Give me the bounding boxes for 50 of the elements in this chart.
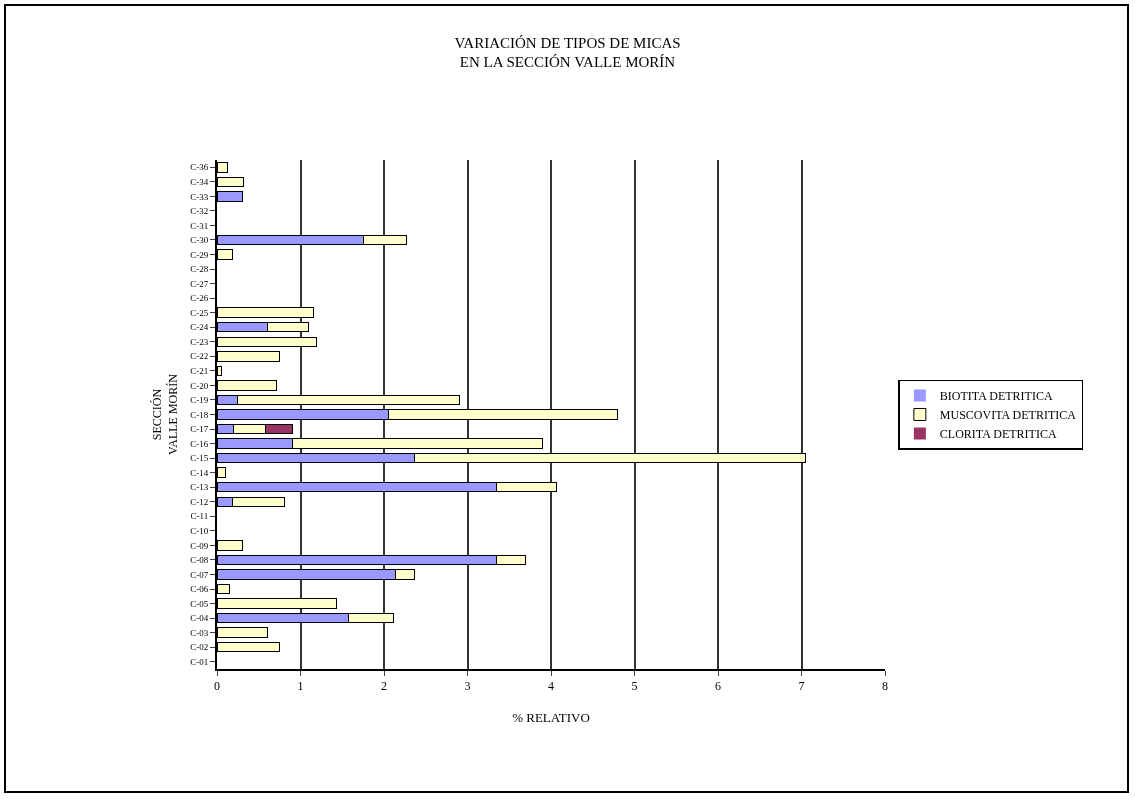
x-tick-label: 4 [548,679,554,694]
x-tick-label: 2 [381,679,387,694]
y-axis-title: SECCIÓN VALLE MORÍN [150,373,180,455]
y-tick-label: C-17 [190,424,209,435]
y-tick-label: C-05 [190,598,209,609]
y-tick-label: C-15 [190,453,209,464]
y-tick-label: C-28 [190,264,209,275]
y-tick-label: C-16 [190,438,209,449]
y-tick-label: C-12 [190,496,209,507]
y-tick-label: C-10 [190,525,209,536]
y-tick-label: C-09 [190,540,209,551]
legend-label: CLORITA DETRITICA [939,427,1057,442]
y-tick-label: C-26 [190,293,209,304]
y-tick-label: C-01 [190,656,209,667]
x-tick-label: 8 [882,679,888,694]
y-tick-label: C-19 [190,395,209,406]
x-tick-label: 7 [798,679,805,694]
y-tick-label: C-21 [190,366,209,377]
y-tick-label: C-25 [190,307,209,318]
y-tick-label: C-34 [190,176,209,187]
y-tick-label: C-07 [190,569,209,580]
y-tick-label: C-31 [190,220,209,231]
x-tick-label: 1 [297,679,304,694]
y-tick-label: C-20 [190,380,209,391]
y-tick-label: C-11 [190,511,209,522]
y-tick-label: C-03 [190,627,209,638]
y-tick-label: C-22 [190,351,209,362]
y-tick-label: C-04 [190,613,209,624]
x-tick-label: 0 [214,679,220,694]
y-tick-label: C-32 [190,206,209,217]
x-tick-label: 5 [631,679,638,694]
y-tick-label: C-18 [190,409,209,420]
y-tick-label: C-36 [190,162,209,173]
y-tick-label: C-13 [190,482,209,493]
legend-label: MUSCOVITA DETRITICA [939,408,1077,423]
y-tick-label: C-08 [190,555,209,566]
x-tick-label: 3 [464,679,471,694]
y-tick-label: C-29 [190,249,209,260]
y-tick-label: C-06 [190,584,209,595]
y-tick-label: C-30 [190,235,209,246]
x-tick-label: 6 [715,679,721,694]
legend-label: BIOTITA DETRITICA [939,389,1053,404]
y-tick-label: C-23 [190,336,209,347]
chart-title: VARIACIÓN DE TIPOS DE MICAS EN LA SECCIÓN VALLE MORÍN [454,34,681,71]
y-tick-label: C-02 [190,642,209,653]
y-tick-label: C-14 [190,467,209,478]
x-axis-title: % RELATIVO [512,709,590,725]
y-tick-label: C-33 [190,191,209,202]
y-tick-label: C-27 [190,278,209,289]
y-tick-label: C-24 [190,322,209,333]
